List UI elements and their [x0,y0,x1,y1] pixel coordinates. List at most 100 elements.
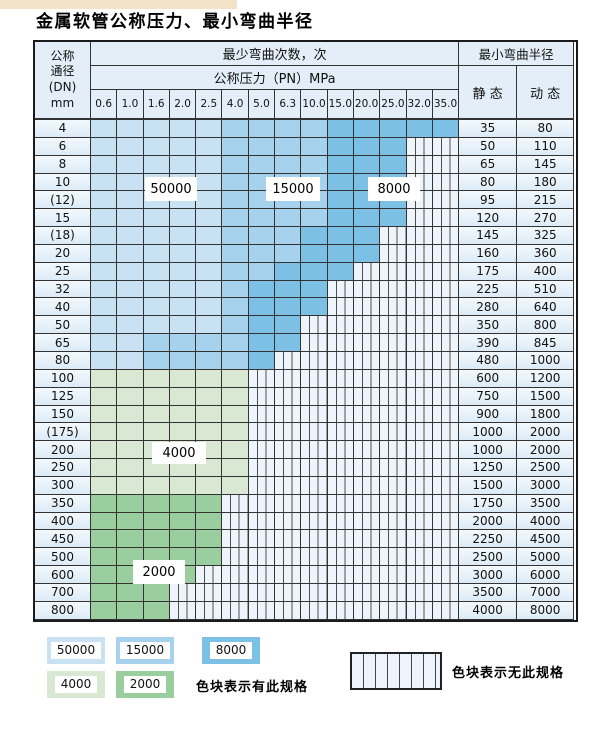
no-spec-cell [432,583,460,602]
spec-band-cell [91,583,118,602]
no-spec-cell [432,601,460,620]
static-radius-cell: 390 [459,334,518,352]
no-spec-cell [353,387,381,406]
spec-band-cell [143,244,170,263]
static-radius-cell: 65 [459,155,518,174]
dynamic-radius-cell: 325 [517,227,575,245]
spec-band-cell [327,262,354,281]
legend-swatch-15000: 15000 [116,637,174,664]
spec-band-cell [196,137,223,156]
dynamic-radius-cell: 4000 [517,512,575,531]
spec-band-cell [248,244,276,263]
no-spec-cell [380,298,407,317]
no-spec-cell [248,405,276,424]
no-spec-cell [301,494,328,513]
no-spec-cell [327,298,354,317]
spec-band-cell [91,280,118,299]
static-radius-cell: 3500 [459,583,518,602]
dn-value-cell: 8 [35,155,91,174]
no-spec-cell [432,262,460,281]
no-spec-cell [380,441,407,460]
no-spec-cell [169,583,197,602]
spec-band-cell [222,351,249,370]
no-spec-cell [406,369,433,388]
pressure-col-header: 1.6 [143,90,170,120]
spec-band-cell [143,137,170,156]
no-spec-cell [353,512,381,531]
count-label-8000: 8000 [368,177,420,201]
no-spec-cell [196,566,223,584]
spec-band-cell [143,583,170,602]
no-spec-cell [275,512,302,531]
no-spec-cell [406,459,433,477]
no-spec-cell [406,548,433,567]
no-spec-cell [432,244,460,263]
no-spec-cell [248,387,276,406]
static-radius-cell: 600 [459,369,518,388]
no-spec-cell [301,583,328,602]
no-spec-cell [406,441,433,460]
spec-band-cell [327,137,354,156]
spec-band-cell [91,351,118,370]
pressure-col-header: 25.0 [380,90,407,120]
no-spec-cell [301,601,328,620]
spec-band-cell [169,423,197,442]
dn-value-cell: 65 [35,334,91,352]
dn-value-cell: 40 [35,298,91,317]
no-spec-hatch-legend-swatch [350,652,442,690]
spec-band-cell [222,334,249,352]
no-spec-cell [248,512,276,531]
no-spec-cell [406,583,433,602]
dn-value-cell: (12) [35,191,91,210]
spec-band-cell [196,298,223,317]
spec-band-cell [406,120,433,138]
pressure-col-header: 2.5 [196,90,223,120]
no-spec-cell [406,476,433,495]
spec-band-cell [275,209,302,228]
no-spec-cell [432,566,460,584]
spec-band-cell [353,120,381,138]
spec-band-cell [222,387,249,406]
spec-band-cell [196,530,223,549]
no-spec-cell [432,173,460,192]
no-spec-cell [406,280,433,299]
spec-band-cell [196,334,223,352]
no-spec-cell [353,280,381,299]
static-radius-cell: 1000 [459,441,518,460]
spec-band-cell [169,530,197,549]
spec-band-cell [196,423,223,442]
no-spec-cell [248,494,276,513]
spec-band-cell [327,173,354,192]
dynamic-radius-cell: 510 [517,280,575,299]
no-spec-cell [406,601,433,620]
no-spec-cell [380,601,407,620]
no-spec-cell [248,423,276,442]
spec-band-cell [222,369,249,388]
spec-band-cell [143,423,170,442]
no-spec-cell [327,316,354,335]
dynamic-radius-cell: 215 [517,191,575,210]
no-spec-cell [327,548,354,567]
spec-band-cell [301,298,328,317]
spec-band-cell [91,298,118,317]
static-radius-cell: 95 [459,191,518,210]
no-spec-cell [380,583,407,602]
no-spec-cell [406,566,433,584]
spec-band-cell [117,530,144,549]
static-radius-cell: 225 [459,280,518,299]
static-radius-cell: 2500 [459,548,518,567]
no-spec-cell [380,387,407,406]
dynamic-radius-cell: 360 [517,244,575,263]
no-spec-cell [327,512,354,531]
no-spec-cell [301,441,328,460]
dynamic-radius-cell: 2500 [517,459,575,477]
spec-band-cell [117,244,144,263]
no-spec-cell [248,583,276,602]
dn-value-cell: 150 [35,405,91,424]
spec-band-cell [169,405,197,424]
no-spec-cell [432,512,460,531]
spec-band-cell [222,191,249,210]
spec-band-cell [301,244,328,263]
spec-band-cell [143,351,170,370]
no-spec-cell [353,298,381,317]
